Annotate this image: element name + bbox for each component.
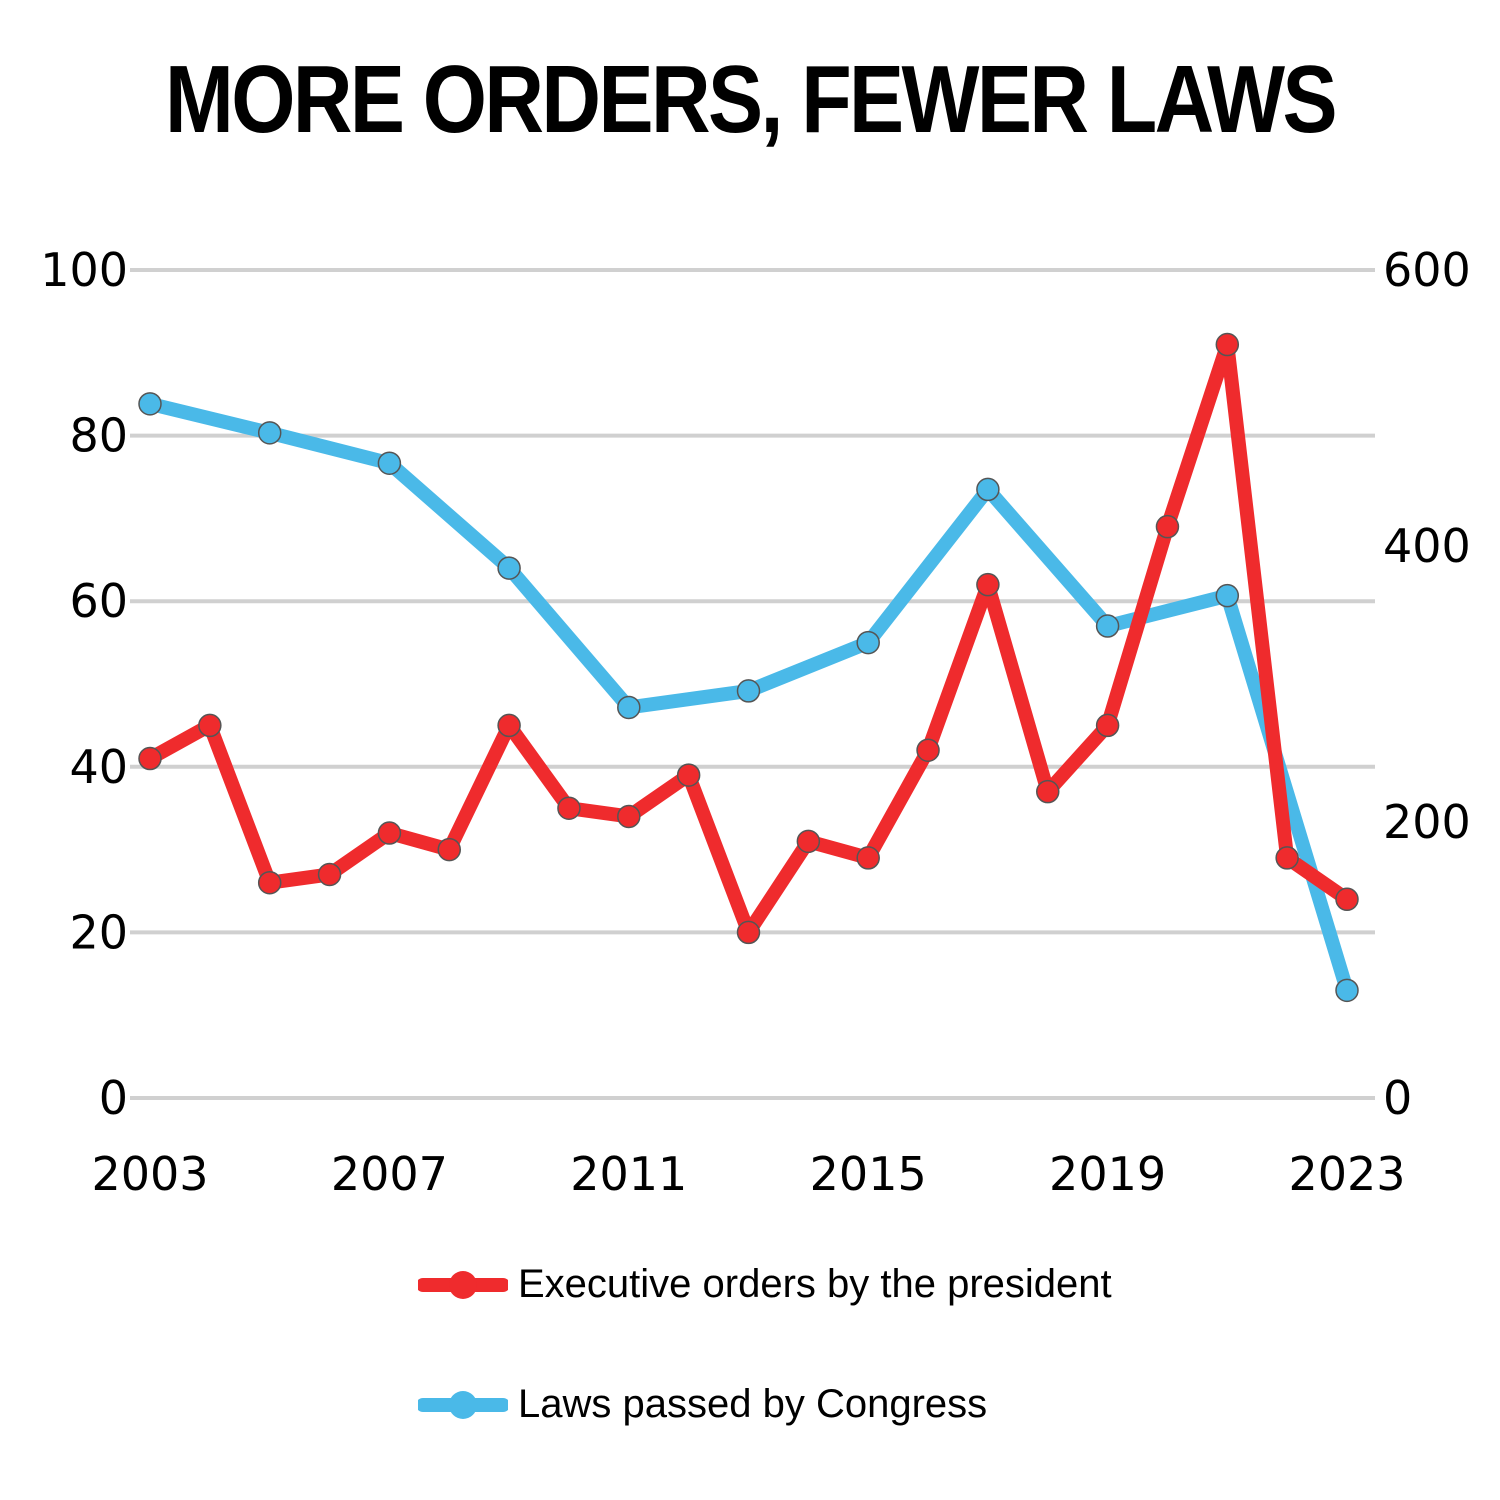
legend-label-executive-orders: Executive orders by the president (518, 1262, 1112, 1306)
point-executive-orders-2008 (437, 837, 461, 862)
point-executive-orders-2005 (257, 870, 282, 895)
legend-swatch-laws (418, 1390, 508, 1419)
point-laws-2013 (736, 679, 761, 703)
right-tick-label-2: 400 (1383, 519, 1471, 573)
point-executive-orders-2007 (377, 821, 402, 845)
point-executive-orders-2009 (497, 713, 521, 738)
legend-swatch-executive-orders (418, 1270, 508, 1299)
point-executive-orders-2019 (1095, 713, 1120, 738)
legend-item-laws: Laws passed by Congress (418, 1382, 987, 1427)
point-laws-2023 (1335, 978, 1359, 1003)
x-axis-ticks: 2003 2007 2011 2015 2019 2023 (91, 1147, 1405, 1201)
legend-label-laws: Laws passed by Congress (518, 1382, 988, 1426)
x-tick-label-3: 2015 (810, 1147, 927, 1201)
series-lines (138, 332, 1359, 1003)
series-executive-orders (138, 332, 1359, 945)
point-executive-orders-2012 (676, 763, 701, 787)
left-tick-label-5: 100 (40, 243, 128, 297)
point-executive-orders-2017 (976, 572, 1000, 597)
point-executive-orders-2015 (856, 846, 880, 870)
point-laws-2011 (617, 695, 641, 720)
x-tick-label-2: 2011 (570, 1147, 687, 1201)
point-executive-orders-2003 (138, 746, 162, 771)
left-tick-label-3: 60 (69, 574, 128, 628)
left-tick-label-1: 20 (69, 905, 128, 959)
point-executive-orders-2011 (617, 804, 641, 829)
point-laws-2015 (856, 630, 880, 655)
x-tick-label-5: 2023 (1288, 1147, 1405, 1201)
point-laws-2003 (138, 392, 162, 416)
point-laws-2009 (497, 556, 521, 580)
x-tick-label-0: 2003 (91, 1147, 208, 1201)
point-executive-orders-2018 (1036, 779, 1060, 804)
point-laws-2007 (377, 451, 402, 475)
line-executive-orders (143, 337, 1354, 940)
chart-title: MORE ORDERS, FEWER LAWS (165, 46, 1337, 153)
right-tick-label-3: 600 (1383, 243, 1471, 297)
point-executive-orders-2010 (557, 796, 581, 820)
point-executive-orders-2020 (1155, 514, 1180, 539)
point-laws-2017 (976, 477, 1000, 502)
point-executive-orders-2004 (198, 713, 222, 738)
point-executive-orders-2014 (796, 829, 821, 854)
left-tick-label-2: 40 (69, 740, 128, 794)
point-executive-orders-2013 (736, 920, 761, 945)
left-tick-label-4: 80 (69, 409, 128, 463)
point-executive-orders-2006 (317, 862, 342, 887)
x-tick-label-1: 2007 (331, 1147, 448, 1201)
right-tick-label-0: 0 (1383, 1071, 1412, 1125)
right-axis-ticks: 0 200 400 600 (1383, 243, 1471, 1125)
right-tick-label-1: 200 (1383, 795, 1471, 849)
point-executive-orders-2023 (1335, 887, 1359, 912)
point-laws-2005 (257, 421, 282, 445)
x-tick-label-4: 2019 (1049, 1147, 1166, 1201)
point-laws-2019 (1095, 614, 1120, 638)
point-executive-orders-2016 (916, 738, 940, 762)
point-executive-orders-2022 (1275, 846, 1299, 870)
left-axis-ticks: 0 20 40 60 80 100 (40, 243, 128, 1125)
legend-item-executive-orders: Executive orders by the president (418, 1262, 1112, 1307)
point-executive-orders-2021 (1215, 332, 1240, 357)
left-tick-label-0: 0 (99, 1071, 128, 1125)
point-laws-2021 (1215, 583, 1240, 608)
